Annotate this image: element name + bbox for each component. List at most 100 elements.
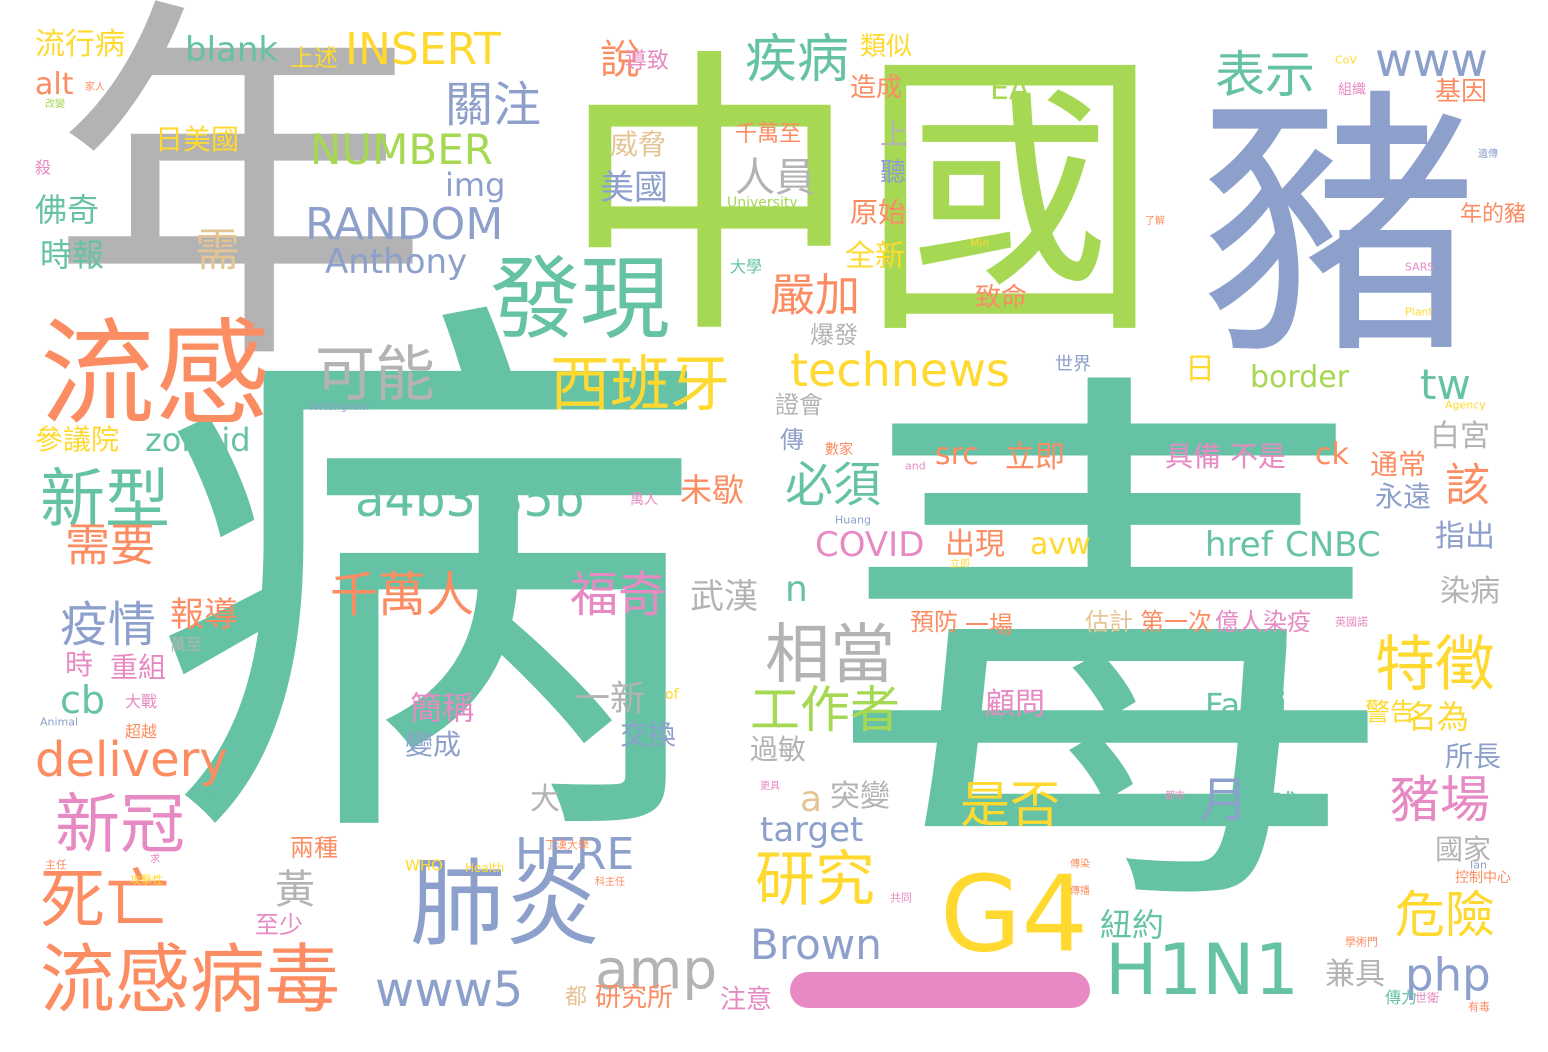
cloud-word: 威脅: [610, 128, 667, 161]
cloud-word: 證會: [775, 391, 823, 419]
cloud-word: www: [1375, 33, 1488, 87]
cloud-word: 英國諾: [1335, 615, 1368, 629]
cloud-word: href: [1205, 525, 1273, 565]
cloud-word: 該: [1445, 458, 1491, 512]
cloud-word: 有毒: [1468, 1000, 1490, 1014]
cloud-word: 人員: [735, 155, 815, 201]
cloud-word: University: [727, 195, 798, 211]
cloud-word: 不是: [1230, 440, 1287, 473]
cloud-word: 日: [1185, 352, 1215, 387]
cloud-word: 千萬人: [330, 567, 475, 623]
cloud-word: 特徵: [1375, 630, 1495, 700]
cloud-word: 攻擊性: [130, 873, 163, 887]
cloud-word: 注意: [720, 985, 773, 1015]
cloud-word: 遺傳: [1478, 149, 1498, 160]
cloud-word: 新型: [40, 462, 171, 538]
cloud-word: Anthony: [325, 242, 468, 282]
cloud-word: delivery: [35, 732, 228, 788]
cloud-word: 疾病: [745, 30, 850, 90]
cloud-word: 求: [150, 854, 160, 865]
cloud-word: 世衛: [1415, 991, 1440, 1005]
cloud-word: 全新: [845, 239, 905, 274]
cloud-word: and: [905, 459, 926, 473]
cloud-word: 說: [600, 37, 640, 83]
cloud-word: 導致: [625, 49, 670, 74]
cloud-word: target: [760, 810, 864, 850]
cloud-word: WHO: [405, 856, 443, 875]
cloud-word: 預防: [910, 608, 958, 636]
cloud-word: 家人: [85, 82, 105, 93]
cloud-word: 福奇: [570, 567, 667, 623]
cloud-word: img: [445, 166, 506, 204]
cloud-word: 疫情: [60, 597, 157, 653]
cloud-word: alt: [35, 67, 74, 102]
cloud-word: 傳染: [1070, 859, 1090, 870]
cloud-word: blank: [185, 30, 279, 70]
cloud-word: border: [1250, 360, 1350, 395]
cloud-word: 萬至: [170, 635, 203, 654]
cloud-word: 聽: [880, 158, 907, 188]
cloud-word: CoV: [1335, 53, 1357, 67]
cloud-word: 西班牙: [550, 350, 730, 420]
cloud-word: Huang: [835, 513, 871, 527]
cloud-word: 時報: [40, 236, 105, 274]
cloud-word: COVID: [815, 525, 925, 565]
cloud-word: 了解: [1145, 216, 1165, 227]
cloud-word: 可能: [315, 340, 435, 410]
cloud-word: 變成: [405, 728, 462, 761]
cloud-word: 造成: [850, 73, 903, 103]
cloud-word: 通常: [1370, 448, 1427, 481]
cloud-word: src: [935, 437, 979, 472]
cloud-word: 一新: [575, 679, 646, 720]
cloud-word: 原始: [850, 196, 907, 229]
cloud-word: 紐約: [1100, 906, 1165, 944]
cloud-word: amp: [595, 937, 718, 1002]
cloud-word: 美國: [600, 168, 668, 208]
cloud-word: 危險: [1395, 886, 1495, 944]
cloud-word: 萬人: [630, 492, 658, 508]
cloud-word: 大戰: [125, 692, 158, 711]
cloud-word: 指出: [1435, 519, 1495, 554]
cloud-word: 毒: [830, 329, 1390, 981]
cloud-word: NUMBER: [310, 125, 493, 174]
cloud-word: 丁漢大學: [545, 838, 589, 852]
cloud-word: 兼具: [1325, 957, 1385, 992]
cloud-word: 估計: [1085, 608, 1133, 636]
cloud-word: 殺: [35, 158, 52, 177]
cloud-word: 豬場: [1390, 771, 1490, 829]
cloud-word: a4b3f35b: [355, 472, 585, 528]
cloud-word: 上: [880, 118, 909, 151]
cloud-word: Brown: [750, 920, 882, 969]
cloud-word: Plant: [1405, 305, 1433, 319]
cloud-word: Ian: [1470, 858, 1487, 872]
cloud-word: 發現: [490, 247, 670, 352]
cloud-word: n: [785, 569, 808, 610]
cloud-word: 需要: [65, 518, 156, 572]
cloud-word: 新冠: [55, 787, 186, 863]
cloud-word: 更具: [760, 781, 780, 792]
cloud-word: 永遠: [1375, 480, 1432, 513]
cloud-word: HERE: [515, 829, 635, 880]
cloud-word: Min: [970, 236, 990, 250]
cloud-word: 傳力: [1385, 988, 1418, 1007]
cloud-word: 所長: [1445, 740, 1502, 773]
cloud-word: 立即: [950, 559, 970, 570]
cloud-word: 學術門: [1345, 935, 1378, 949]
cloud-word: 傳: [780, 426, 804, 454]
cloud-word: 參議院: [35, 423, 120, 456]
cloud-word: 重組: [110, 651, 167, 684]
cloud-word: 億人染疫: [1215, 608, 1311, 636]
cloud-word: 需: [195, 223, 241, 277]
cloud-word: 都: [565, 985, 588, 1010]
cloud-word: 黃: [275, 867, 315, 913]
cloud-word: 流感病毒: [40, 935, 341, 1024]
cloud-word: 工作者: [750, 681, 900, 739]
cloud-word: RANDOM: [305, 199, 504, 250]
cloud-word: php: [1405, 948, 1491, 1002]
cloud-word: 時: [65, 648, 94, 681]
cloud-word: tw: [1420, 360, 1471, 409]
cloud-word: 類似: [860, 32, 913, 62]
cloud-word: 兩種: [290, 834, 338, 862]
cloud-word: 必須: [785, 457, 882, 513]
